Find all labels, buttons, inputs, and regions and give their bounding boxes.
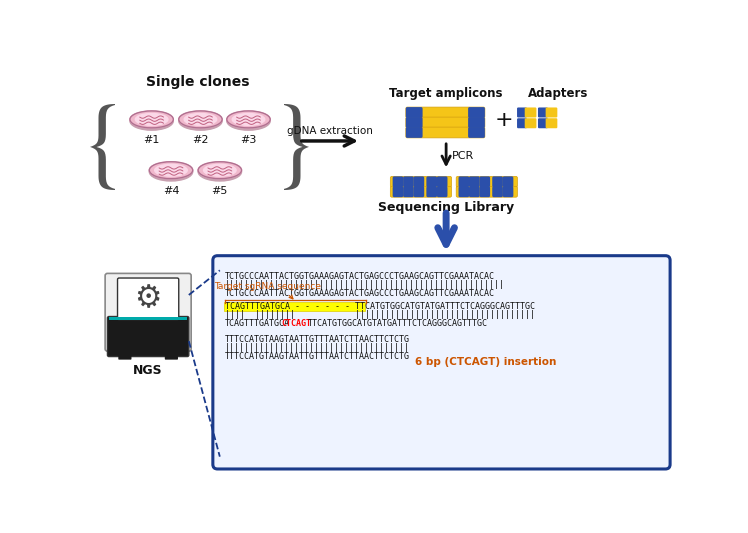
FancyBboxPatch shape [479,176,490,187]
Text: NGS: NGS [133,364,162,377]
FancyBboxPatch shape [403,187,414,197]
FancyBboxPatch shape [524,118,536,128]
FancyBboxPatch shape [456,176,518,187]
FancyBboxPatch shape [459,187,469,197]
FancyBboxPatch shape [406,107,485,118]
FancyBboxPatch shape [468,107,485,118]
Ellipse shape [184,114,217,125]
FancyBboxPatch shape [456,187,518,197]
FancyBboxPatch shape [403,176,414,187]
FancyBboxPatch shape [538,108,548,117]
Ellipse shape [198,161,242,179]
FancyBboxPatch shape [406,117,423,128]
FancyBboxPatch shape [406,127,485,138]
Text: |||||||||||||||||||||||||||||||||||||: ||||||||||||||||||||||||||||||||||||| [225,343,410,352]
FancyBboxPatch shape [503,176,513,187]
Ellipse shape [198,163,242,181]
Ellipse shape [179,111,222,128]
FancyBboxPatch shape [524,108,536,117]
Bar [109,317,187,320]
FancyBboxPatch shape [469,176,479,187]
Text: +: + [495,110,514,130]
Ellipse shape [130,112,174,130]
FancyBboxPatch shape [213,256,670,469]
Text: TCAGTTTGATGCA: TCAGTTTGATGCA [225,319,290,328]
Ellipse shape [150,161,193,179]
Ellipse shape [130,111,174,128]
Ellipse shape [227,112,270,130]
Text: TTCATGTGGCATGTATGATTTCTCAGGGCAGTTTGC: TTCATGTGGCATGTATGATTTCTCAGGGCAGTTTGC [308,319,488,328]
FancyBboxPatch shape [517,108,527,117]
FancyBboxPatch shape [105,273,191,351]
Text: #5: #5 [212,185,228,196]
FancyBboxPatch shape [538,118,548,128]
Text: Single clones: Single clones [147,75,250,88]
FancyBboxPatch shape [459,176,469,187]
Text: {: { [80,103,129,194]
FancyBboxPatch shape [414,176,424,187]
Ellipse shape [227,111,270,128]
FancyBboxPatch shape [479,187,490,197]
Text: Adapters: Adapters [528,87,589,100]
Text: Target sgRNA sequence: Target sgRNA sequence [214,282,321,299]
Text: CTCAGT: CTCAGT [282,319,312,328]
Ellipse shape [232,114,265,125]
Text: }: } [271,103,319,194]
Text: ||||||||||||||||||||||||||||||||||||||||||||||||||||||||: ||||||||||||||||||||||||||||||||||||||||… [225,280,505,289]
FancyBboxPatch shape [108,317,188,357]
Text: Target amplicons: Target amplicons [390,87,503,100]
Text: #1: #1 [144,135,160,145]
FancyBboxPatch shape [414,187,424,197]
Ellipse shape [150,163,193,181]
Ellipse shape [155,164,187,176]
Text: TTTCCATGTAAGTAATTGTTTAATCTTAACTTCTCTG: TTTCCATGTAAGTAATTGTTTAATCTTAACTTCTCTG [225,335,410,344]
FancyBboxPatch shape [437,176,447,187]
Text: PCR: PCR [453,151,474,160]
FancyBboxPatch shape [406,107,423,118]
FancyBboxPatch shape [393,176,403,187]
Ellipse shape [135,114,168,125]
FancyBboxPatch shape [118,352,132,360]
FancyBboxPatch shape [426,187,437,197]
Text: ⚙: ⚙ [134,284,162,313]
Text: #2: #2 [192,135,209,145]
FancyBboxPatch shape [406,117,485,128]
FancyBboxPatch shape [437,187,447,197]
Text: gDNA extraction: gDNA extraction [287,126,373,135]
FancyBboxPatch shape [426,176,437,187]
Text: TCAGTTTGATGCA - - - - - - TTCATGTGGCATGTATGATTTCTCAGGGCAGTTTGC: TCAGTTTGATGCA - - - - - - TTCATGTGGCATGT… [225,302,536,311]
FancyBboxPatch shape [117,278,179,320]
Text: Sequencing Library: Sequencing Library [378,201,514,214]
FancyBboxPatch shape [390,187,452,197]
FancyBboxPatch shape [492,176,503,187]
Text: 6 bp (CTCAGT) insertion: 6 bp (CTCAGT) insertion [415,357,557,367]
FancyBboxPatch shape [469,187,479,197]
FancyBboxPatch shape [406,127,423,138]
FancyBboxPatch shape [393,187,403,197]
Bar [224,302,366,311]
FancyBboxPatch shape [492,187,503,197]
Text: #3: #3 [240,135,257,145]
Ellipse shape [179,112,222,130]
FancyBboxPatch shape [545,108,557,117]
Text: #4: #4 [163,185,180,196]
FancyBboxPatch shape [545,118,557,128]
FancyBboxPatch shape [468,117,485,128]
Text: TCTGCCCAATTACTGGTGAAAGAGTACTGAGCCCTGAAGCAGTTCGAAATACAC: TCTGCCCAATTACTGGTGAAAGAGTACTGAGCCCTGAAGC… [225,272,495,281]
FancyBboxPatch shape [503,187,513,197]
FancyBboxPatch shape [390,176,452,187]
Ellipse shape [203,164,236,176]
FancyBboxPatch shape [517,118,527,128]
Text: TCTGCCCAATTACTGGTGAAAGAGTACTGAGCCCTGAAGCAGTTCGAAATACAC: TCTGCCCAATTACTGGTGAAAGAGTACTGAGCCCTGAAGC… [225,289,495,298]
Text: ||||  ||||||||            ||||||||||||||||||||||||||||||||||||: |||| |||||||| ||||||||||||||||||||||||||… [225,310,536,319]
Text: TTTCCATGTAAGTAATTGTTTAATCTTAACTTCTCTG: TTTCCATGTAAGTAATTGTTTAATCTTAACTTCTCTG [225,352,410,361]
FancyBboxPatch shape [468,127,485,138]
FancyBboxPatch shape [165,352,178,360]
